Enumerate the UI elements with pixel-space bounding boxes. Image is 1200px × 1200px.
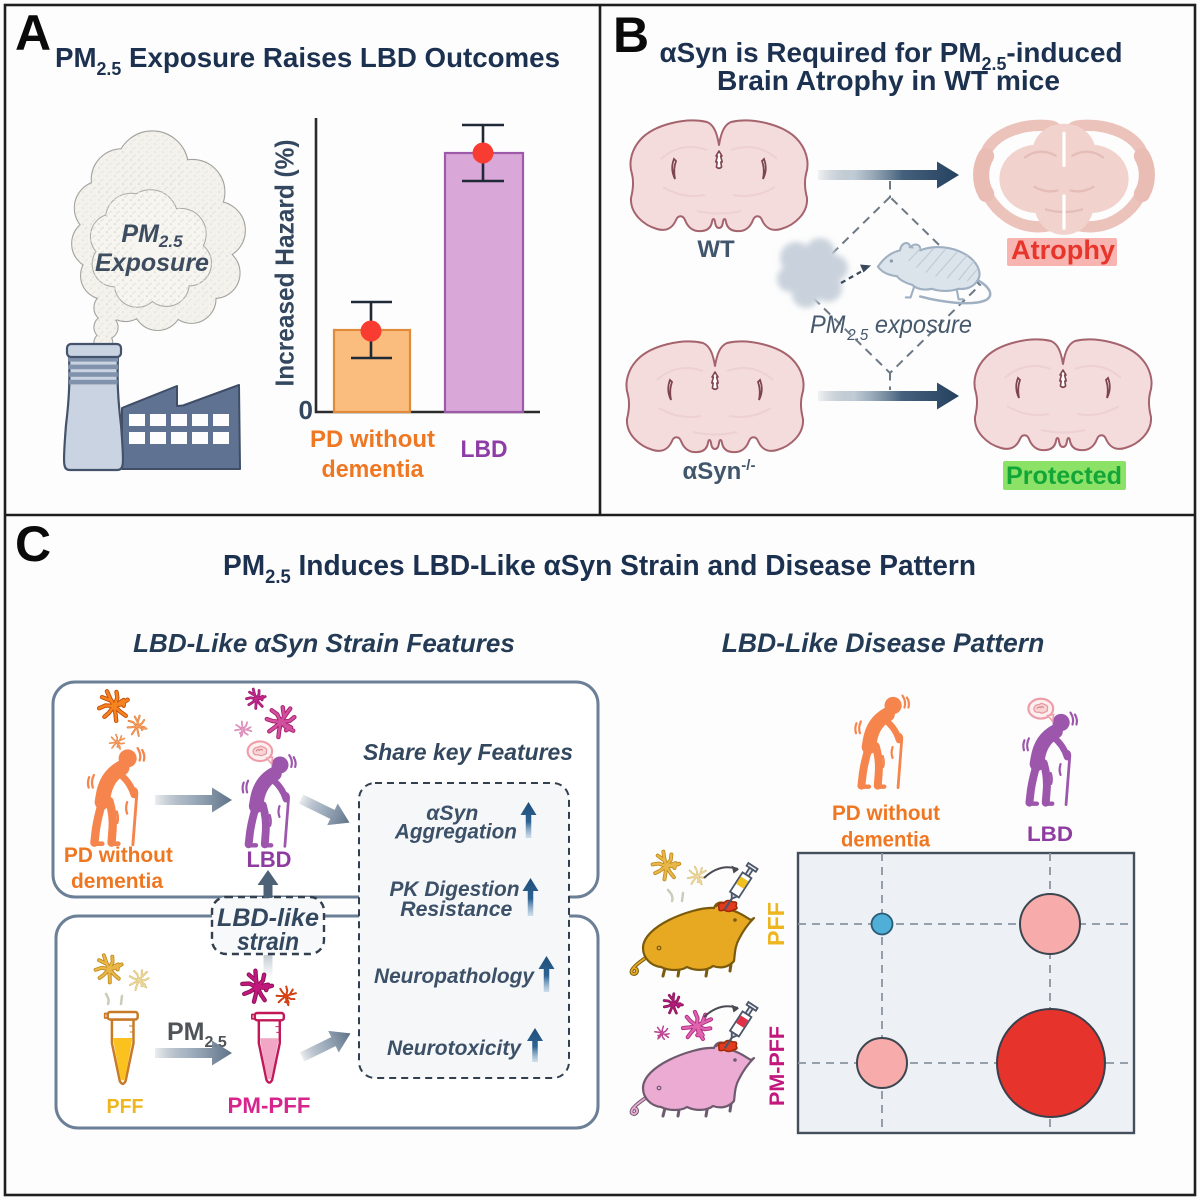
svg-text:Atrophy: Atrophy	[1011, 235, 1115, 265]
svg-text:Brain Atrophy in WT mice: Brain Atrophy in WT mice	[717, 65, 1060, 96]
svg-text:Neurotoxicity: Neurotoxicity	[387, 1037, 522, 1060]
svg-text:WT: WT	[697, 236, 735, 263]
svg-text:PM-PFF: PM-PFF	[228, 1093, 311, 1118]
svg-text:LBD-like: LBD-like	[217, 904, 319, 932]
svg-text:PM-PFF: PM-PFF	[765, 1026, 789, 1106]
svg-text:PK Digestion: PK Digestion	[390, 878, 520, 901]
svg-text:PM2.5: PM2.5	[121, 220, 183, 251]
svg-text:αSyn is Required for PM2.5-ind: αSyn is Required for PM2.5-induced	[660, 37, 1123, 74]
svg-text:Neuropathology: Neuropathology	[374, 965, 535, 988]
svg-text:PM2.5 Induces LBD-Like αSyn St: PM2.5 Induces LBD-Like αSyn Strain and D…	[223, 550, 976, 588]
svg-text:LBD: LBD	[461, 436, 508, 463]
svg-text:PD without: PD without	[832, 802, 940, 825]
svg-text:PD without: PD without	[64, 844, 173, 867]
svg-text:PFF: PFF	[107, 1096, 144, 1118]
svg-text:C: C	[15, 516, 51, 572]
svg-text:Resistance: Resistance	[400, 898, 512, 921]
svg-text:Share key Features: Share key Features	[363, 739, 573, 765]
svg-text:PM2.5 exposure: PM2.5 exposure	[810, 311, 972, 344]
svg-text:dementia: dementia	[841, 829, 930, 852]
svg-text:LBD: LBD	[247, 847, 292, 872]
svg-text:dementia: dementia	[322, 456, 425, 483]
svg-text:Protected: Protected	[1006, 462, 1122, 490]
svg-text:Aggregation: Aggregation	[394, 821, 517, 844]
svg-text:PD without: PD without	[310, 426, 435, 453]
svg-text:dementia: dementia	[71, 870, 163, 893]
svg-text:B: B	[613, 7, 649, 63]
svg-text:strain: strain	[237, 928, 299, 956]
svg-text:Increased Hazard (%): Increased Hazard (%)	[270, 140, 300, 387]
svg-text:PFF: PFF	[763, 902, 789, 946]
svg-text:LBD-Like αSyn Strain Features: LBD-Like αSyn Strain Features	[133, 628, 515, 658]
svg-text:LBD-Like Disease Pattern: LBD-Like Disease Pattern	[722, 628, 1045, 658]
svg-text:Exposure: Exposure	[95, 249, 209, 277]
svg-text:LBD: LBD	[1027, 822, 1073, 846]
svg-text:PM2.5 Exposure Raises LBD Outc: PM2.5 Exposure Raises LBD Outcomes	[55, 42, 560, 79]
svg-text:0: 0	[299, 395, 313, 425]
svg-text:A: A	[15, 5, 51, 61]
svg-text:αSyn: αSyn	[426, 802, 478, 825]
